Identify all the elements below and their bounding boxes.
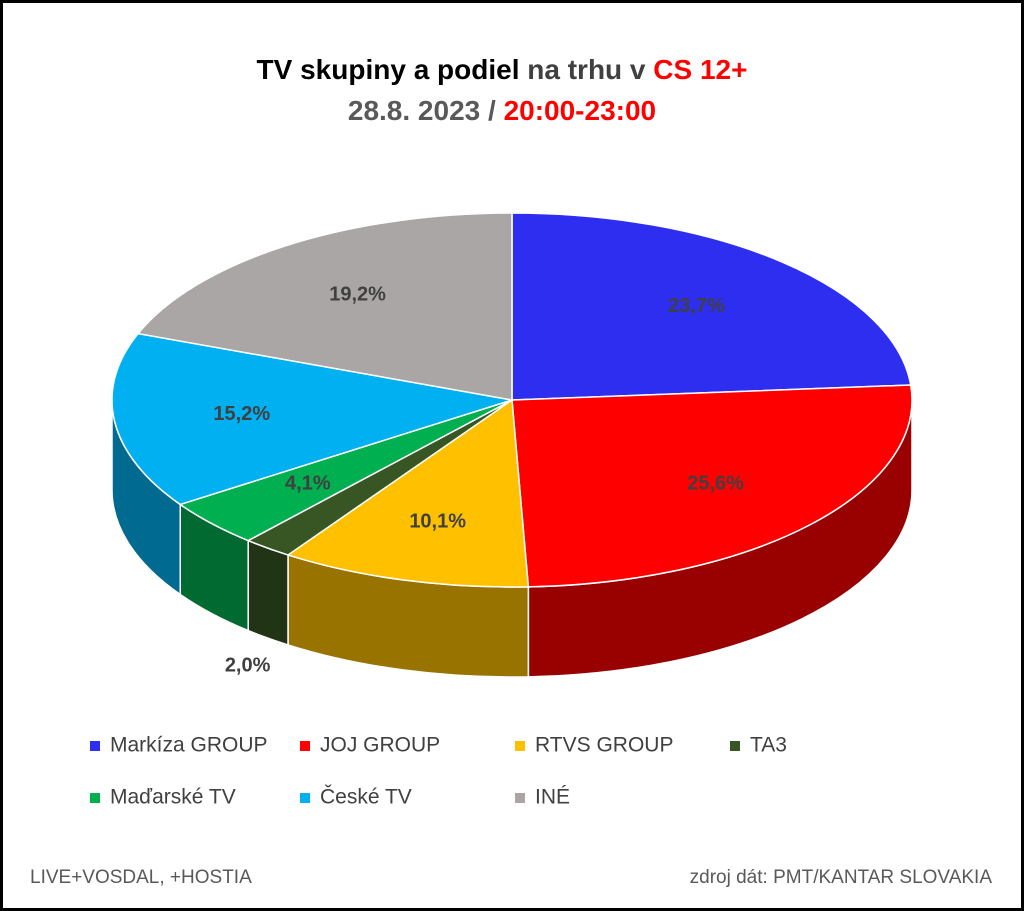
data-label: 10,1%	[409, 511, 466, 533]
subtitle-part: 20:00-23:00	[504, 95, 657, 126]
legend-swatch	[300, 741, 310, 751]
legend-swatch	[90, 793, 100, 803]
legend-label: Markíza GROUP	[110, 734, 268, 757]
pie-slice	[511, 384, 913, 588]
note: LIVE+VOSDAL, +HOSTIA	[30, 867, 252, 888]
pie-slice	[286, 398, 530, 588]
title-part: na trhu v	[527, 54, 646, 85]
title-part: TV skupiny a podiel	[257, 54, 520, 85]
legend-swatch	[515, 741, 525, 751]
data-labels: 23,7% 25,6% 10,1% 2,0% 4,1% 15,2% 19,2%	[213, 284, 744, 677]
note: zdroj dát: PMT/KANTAR SLOVAKIA	[690, 867, 993, 888]
legend-label: INÉ	[535, 786, 570, 809]
legend: Markíza GROUP JOJ GROUP RTVS GROUP TA3 Maďar…	[90, 734, 787, 809]
data-label: 23,7%	[668, 295, 725, 317]
pie-side	[247, 539, 289, 646]
subtitle-part: 28.8. 2023 /	[348, 95, 496, 126]
title-part: CS 12+	[653, 54, 747, 85]
legend-label: TA3	[750, 734, 787, 757]
legend-swatch	[730, 741, 740, 751]
legend-label: RTVS GROUP	[535, 734, 673, 757]
data-label: 19,2%	[329, 284, 386, 306]
legend-swatch	[90, 741, 100, 751]
legend-swatch	[515, 793, 525, 803]
chart-title: TV skupiny a podiel na trhu v CS 12+	[257, 54, 748, 85]
chart-subtitle: 28.8. 2023 / 20:00-23:00	[348, 95, 656, 126]
legend-label: České TV	[320, 786, 412, 809]
pie-slice	[511, 212, 912, 401]
pie-tops	[111, 212, 913, 588]
pie-slice	[136, 212, 513, 401]
data-label: 15,2%	[213, 403, 270, 425]
legend-label: JOJ GROUP	[320, 734, 440, 757]
legend-swatch	[300, 793, 310, 803]
pie-slice	[111, 332, 513, 506]
data-label: 4,1%	[285, 472, 331, 494]
data-label: 2,0%	[225, 654, 271, 676]
data-label: 25,6%	[687, 473, 744, 495]
legend-label: Maďarské TV	[110, 786, 236, 809]
